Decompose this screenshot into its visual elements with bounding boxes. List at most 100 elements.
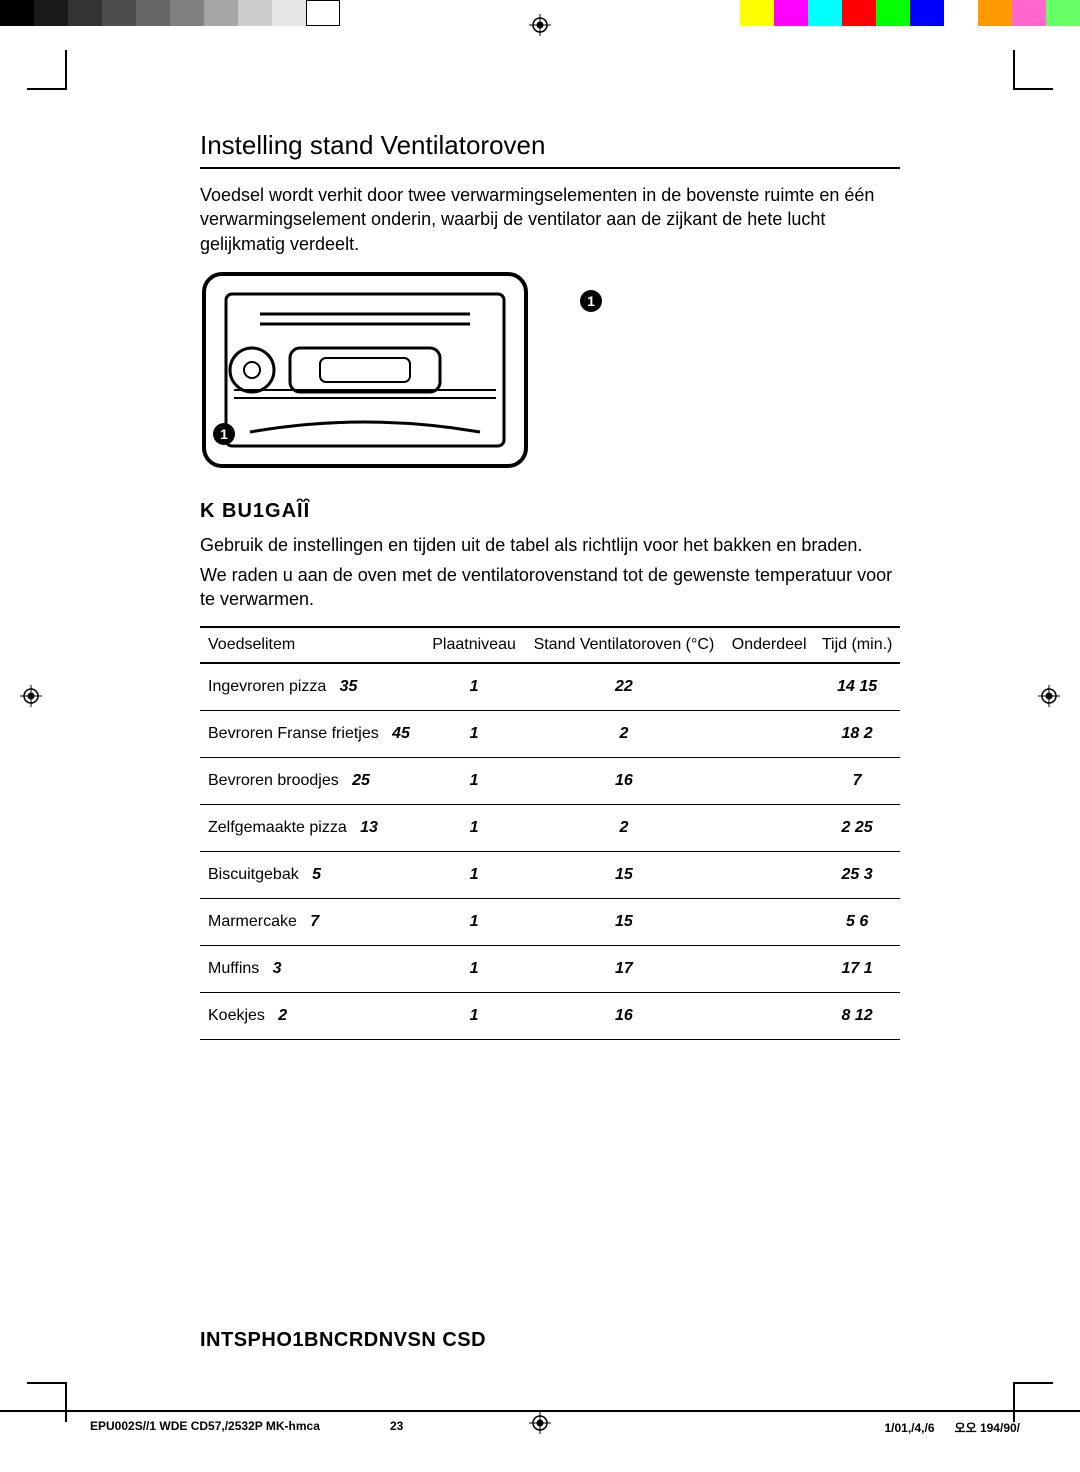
food-item-cell: Koekjes 2 xyxy=(200,992,424,1039)
crop-mark xyxy=(1013,88,1053,90)
part-cell xyxy=(724,851,814,898)
intro-text: Voedsel wordt verhit door twee verwarmin… xyxy=(200,183,900,256)
footer-page-number: 23 xyxy=(390,1419,403,1433)
time-cell: 8 12 xyxy=(814,992,900,1039)
gray-swatch xyxy=(0,0,34,26)
table-header: Voedselitem xyxy=(200,627,424,663)
time-cell: 2 25 xyxy=(814,804,900,851)
temp-cell: 17 xyxy=(524,945,724,992)
time-cell: 18 2 xyxy=(814,710,900,757)
part-cell xyxy=(724,804,814,851)
subsection-title: K BU1GAȊȊ xyxy=(200,500,900,523)
level-cell: 1 xyxy=(424,898,523,945)
part-cell xyxy=(724,898,814,945)
level-cell: 1 xyxy=(424,945,523,992)
table-header: Onderdeel xyxy=(724,627,814,663)
footer-right-a: 1/01,/4,/6 xyxy=(884,1421,934,1435)
time-cell: 7 xyxy=(814,757,900,804)
food-item-cell: Marmercake 7 xyxy=(200,898,424,945)
registration-mark-icon xyxy=(529,14,551,36)
time-cell: 25 3 xyxy=(814,851,900,898)
crop-mark xyxy=(1013,50,1015,90)
footer-right-b: 오오 194/90/ xyxy=(955,1421,1020,1435)
gray-swatch xyxy=(170,0,204,26)
food-item-cell: Muffins 3 xyxy=(200,945,424,992)
gray-swatch xyxy=(68,0,102,26)
table-header: Stand Ventilatoroven (°C) xyxy=(524,627,724,663)
level-cell: 1 xyxy=(424,992,523,1039)
footer-divider xyxy=(0,1410,1080,1412)
table-row: Bevroren Franse frietjes 4512 18 2 xyxy=(200,710,900,757)
temp-cell: 2 xyxy=(524,804,724,851)
color-swatch xyxy=(808,0,842,26)
section-title: Instelling stand Ventilatoroven xyxy=(200,130,900,169)
part-cell xyxy=(724,663,814,711)
crop-mark xyxy=(27,88,67,90)
table-row: Ingevroren pizza 35122 14 15 xyxy=(200,663,900,711)
gray-swatch xyxy=(136,0,170,26)
color-swatch xyxy=(978,0,1012,26)
crop-mark xyxy=(65,50,67,90)
gray-swatch xyxy=(34,0,68,26)
part-cell xyxy=(724,945,814,992)
color-swatch xyxy=(842,0,876,26)
food-item-cell: Zelfgemaakte pizza 13 xyxy=(200,804,424,851)
color-swatch xyxy=(944,0,978,26)
paragraph: Gebruik de instellingen en tijden uit de… xyxy=(200,533,900,557)
svg-text:1: 1 xyxy=(220,426,228,442)
level-cell: 1 xyxy=(424,851,523,898)
crop-mark xyxy=(1013,1382,1015,1422)
level-cell: 1 xyxy=(424,710,523,757)
table-header: Tijd (min.) xyxy=(814,627,900,663)
level-cell: 1 xyxy=(424,757,523,804)
food-item-cell: Ingevroren pizza 35 xyxy=(200,663,424,711)
color-swatch xyxy=(774,0,808,26)
crop-mark xyxy=(65,1382,67,1422)
paragraph: We raden u aan de oven met de ventilator… xyxy=(200,563,900,612)
time-cell: 5 6 xyxy=(814,898,900,945)
registration-mark-icon xyxy=(1038,685,1060,707)
food-item-cell: Biscuitgebak 5 xyxy=(200,851,424,898)
level-cell: 1 xyxy=(424,804,523,851)
gray-swatch xyxy=(238,0,272,26)
gray-swatch xyxy=(272,0,306,26)
food-item-cell: Bevroren broodjes 25 xyxy=(200,757,424,804)
callout-bullet: 1 xyxy=(580,290,602,312)
table-row: Koekjes 2116 8 12 xyxy=(200,992,900,1039)
table-header: Plaatniveau xyxy=(424,627,523,663)
temp-cell: 2 xyxy=(524,710,724,757)
level-cell: 1 xyxy=(424,663,523,711)
registration-mark-icon xyxy=(20,685,42,707)
gray-swatch xyxy=(306,0,340,26)
oven-diagram: 1 xyxy=(200,270,530,470)
color-swatch xyxy=(1046,0,1080,26)
time-cell: 14 15 xyxy=(814,663,900,711)
color-swatch xyxy=(910,0,944,26)
bullet-number-icon: 1 xyxy=(580,290,602,312)
table-row: Marmercake 7115 5 6 xyxy=(200,898,900,945)
footer-title: INTSPHO1BNCRDNVSN CSD xyxy=(200,1329,486,1352)
footer-left: EPU002S//1 WDE CD57,/2532P MK-hmca xyxy=(90,1419,320,1436)
part-cell xyxy=(724,992,814,1039)
table-row: Zelfgemaakte pizza 1312 2 25 xyxy=(200,804,900,851)
temp-cell: 16 xyxy=(524,992,724,1039)
table-row: Biscuitgebak 511525 3 xyxy=(200,851,900,898)
crop-mark xyxy=(27,1382,67,1384)
time-cell: 17 1 xyxy=(814,945,900,992)
crop-mark xyxy=(1013,1382,1053,1384)
footer-meta: EPU002S//1 WDE CD57,/2532P MK-hmca 23 1/… xyxy=(90,1419,1020,1436)
cooking-table: Voedselitem Plaatniveau Stand Ventilator… xyxy=(200,626,900,1040)
color-swatch xyxy=(1012,0,1046,26)
temp-cell: 22 xyxy=(524,663,724,711)
part-cell xyxy=(724,757,814,804)
food-item-cell: Bevroren Franse frietjes 45 xyxy=(200,710,424,757)
color-swatch xyxy=(876,0,910,26)
gray-swatch xyxy=(102,0,136,26)
temp-cell: 15 xyxy=(524,898,724,945)
color-swatch xyxy=(740,0,774,26)
gray-swatch xyxy=(204,0,238,26)
table-row: Bevroren broodjes 25116 7 xyxy=(200,757,900,804)
temp-cell: 16 xyxy=(524,757,724,804)
table-row: Muffins 3117 17 1 xyxy=(200,945,900,992)
part-cell xyxy=(724,710,814,757)
